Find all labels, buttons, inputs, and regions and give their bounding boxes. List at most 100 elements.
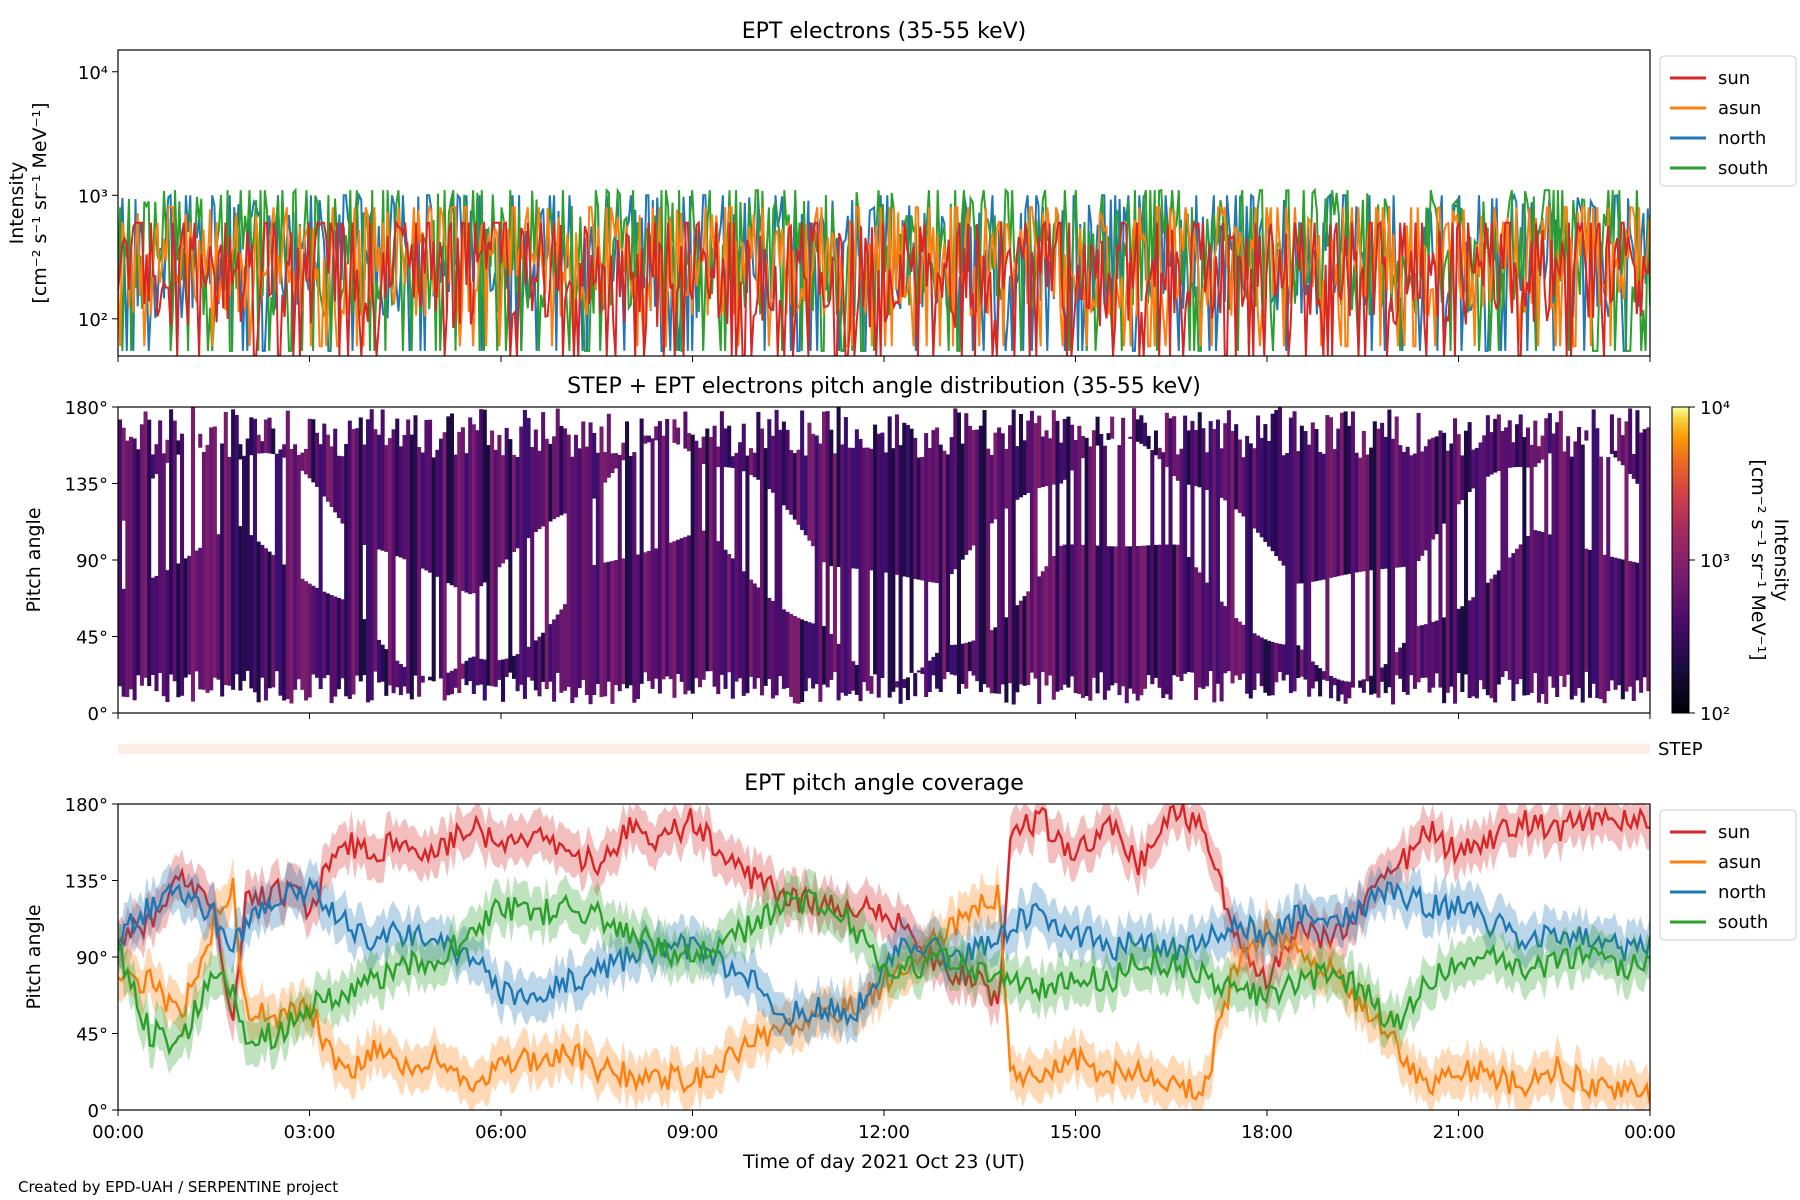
heat-cell bbox=[730, 456, 735, 468]
heat-cell bbox=[420, 452, 425, 569]
heat-cell bbox=[920, 456, 925, 581]
legend-box bbox=[1659, 809, 1797, 941]
heat-cell bbox=[300, 452, 305, 471]
heat-cell bbox=[198, 433, 203, 448]
heat-cell bbox=[497, 660, 502, 680]
heat-cell bbox=[267, 417, 272, 454]
heat-cell bbox=[234, 415, 239, 675]
heat-cell bbox=[1037, 415, 1042, 489]
legend-label-north: north bbox=[1718, 882, 1766, 903]
ytick-label: 90° bbox=[76, 551, 108, 572]
heat-cell bbox=[1296, 451, 1301, 584]
heat-cell bbox=[329, 595, 334, 704]
heat-cell bbox=[552, 436, 557, 520]
heat-cell bbox=[1015, 446, 1020, 500]
heat-cell bbox=[1237, 439, 1242, 513]
heat-cell bbox=[989, 630, 994, 694]
heat-cell bbox=[1617, 558, 1622, 686]
panel1-ylabel-line1: Intensity bbox=[6, 162, 28, 245]
heat-cell bbox=[785, 429, 790, 510]
heat-cell bbox=[468, 657, 473, 682]
heat-cell bbox=[154, 575, 159, 692]
heat-cell bbox=[1150, 450, 1155, 685]
heat-cell bbox=[676, 539, 681, 674]
heat-cell bbox=[1489, 578, 1494, 699]
heat-cell bbox=[891, 448, 896, 692]
heat-cell bbox=[511, 454, 516, 552]
xtick-label: 18:00 bbox=[1241, 1122, 1293, 1143]
heat-cell bbox=[1241, 457, 1246, 517]
series-line-south bbox=[118, 888, 1650, 1056]
heat-cell bbox=[1004, 449, 1009, 509]
heat-cell bbox=[1281, 455, 1286, 566]
panel3-ylabel: Pitch angle bbox=[23, 904, 45, 1009]
heat-cell bbox=[566, 434, 571, 687]
heat-cell bbox=[453, 668, 458, 688]
heat-cell bbox=[1219, 601, 1224, 702]
heat-cell bbox=[1008, 425, 1013, 684]
heat-cell bbox=[1259, 437, 1264, 538]
heat-cell bbox=[953, 644, 958, 676]
heat-cell bbox=[894, 414, 899, 575]
heat-cell bbox=[1230, 430, 1235, 684]
heat-cell bbox=[1471, 597, 1476, 697]
heat-cell bbox=[413, 415, 418, 676]
heat-cell bbox=[205, 444, 210, 693]
heat-cell bbox=[322, 591, 327, 679]
series-line-north bbox=[118, 876, 1650, 1027]
heat-cell bbox=[1573, 441, 1578, 696]
heat-cell bbox=[453, 454, 458, 588]
heat-cell bbox=[1321, 453, 1326, 580]
heat-cell bbox=[402, 435, 407, 560]
heat-cell bbox=[960, 643, 965, 684]
heat-cell bbox=[533, 429, 538, 532]
heat-cell bbox=[690, 434, 695, 694]
heat-cell bbox=[220, 443, 225, 697]
heat-cell bbox=[1474, 447, 1479, 699]
heat-cell bbox=[854, 664, 859, 695]
heat-cell bbox=[238, 444, 243, 460]
heat-cell bbox=[391, 429, 396, 694]
heat-cell bbox=[916, 670, 921, 673]
heat-cell bbox=[362, 444, 367, 545]
heat-cell bbox=[723, 428, 728, 468]
heat-cell bbox=[986, 448, 991, 688]
heat-cell bbox=[1394, 416, 1399, 568]
heat-cell bbox=[150, 577, 155, 675]
heat-cell bbox=[314, 587, 320, 678]
heat-cell bbox=[1558, 410, 1563, 676]
heat-cell bbox=[1259, 637, 1264, 687]
heat-cell bbox=[1339, 680, 1344, 695]
panel3-xlabel: Time of day 2021 Oct 23 (UT) bbox=[742, 1151, 1025, 1173]
heat-cell bbox=[150, 454, 155, 479]
heat-cell bbox=[975, 429, 980, 682]
heat-cell bbox=[1175, 544, 1180, 677]
heat-cell bbox=[1237, 621, 1242, 680]
heat-cell bbox=[625, 421, 630, 689]
heat-cell bbox=[800, 619, 805, 702]
legend-label-south: south bbox=[1718, 912, 1768, 933]
heat-cell bbox=[1212, 429, 1217, 703]
heat-cell bbox=[1164, 412, 1169, 468]
heat-cell bbox=[1540, 532, 1545, 694]
heat-cell bbox=[1321, 671, 1326, 680]
heat-cell bbox=[1121, 417, 1126, 687]
heat-cell bbox=[172, 420, 177, 682]
heat-cell bbox=[1128, 546, 1133, 689]
heat-cell bbox=[1267, 640, 1272, 696]
heat-cell bbox=[1416, 625, 1421, 683]
heat-cell bbox=[763, 448, 768, 686]
heat-cell bbox=[654, 426, 659, 441]
heat-cell bbox=[665, 419, 670, 677]
heat-cell bbox=[843, 417, 848, 696]
heat-cell bbox=[457, 431, 462, 693]
heat-cell bbox=[1380, 422, 1385, 570]
heat-cell bbox=[1051, 555, 1056, 700]
heat-cell bbox=[683, 411, 688, 449]
heat-cell bbox=[176, 563, 181, 698]
heat-cell bbox=[1117, 445, 1122, 696]
heat-cell bbox=[643, 435, 648, 444]
heat-cell bbox=[125, 440, 130, 698]
heat-cell bbox=[1088, 446, 1093, 701]
heat-cell bbox=[920, 667, 925, 674]
